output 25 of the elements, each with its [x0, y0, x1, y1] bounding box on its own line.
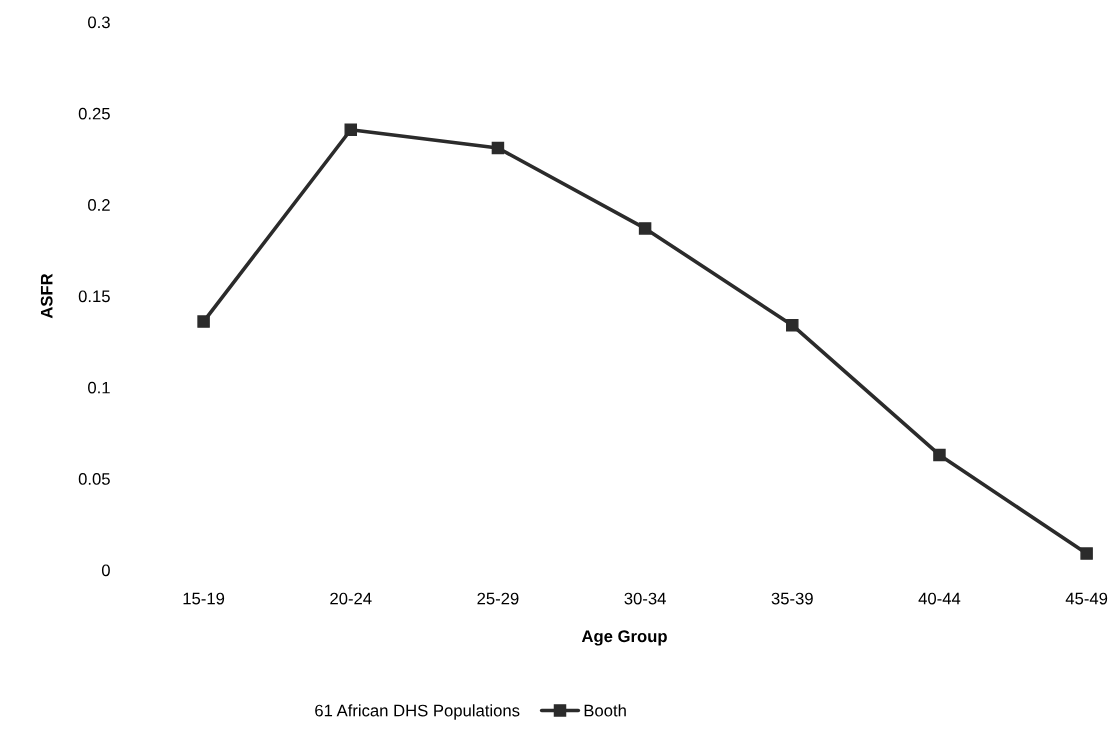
point — [197, 315, 210, 328]
y-tick-label: 0.3 — [88, 16, 110, 29]
x-tick-label: 20-24 — [330, 592, 372, 605]
point — [1080, 547, 1093, 560]
point — [344, 123, 358, 137]
x-tick-label: 40-44 — [918, 592, 961, 605]
x-tick-label: 25-29 — [477, 592, 519, 605]
y-tick-label: 0.15 — [78, 290, 110, 303]
y-tick-label: 0.05 — [78, 473, 110, 485]
x-tick-label: 15-19 — [183, 592, 225, 605]
y-tick-label: 0 — [101, 564, 110, 577]
point — [638, 222, 652, 235]
x-tick-label: 45-49 — [1065, 592, 1108, 605]
x-axis-title: Age Group — [581, 630, 667, 646]
y-tick-label: 0.2 — [88, 199, 110, 211]
point — [786, 318, 799, 332]
point — [933, 448, 946, 462]
y-tick-label: 0.25 — [78, 107, 110, 120]
point — [491, 141, 505, 155]
y-tick-label: 0.1 — [88, 381, 110, 394]
legend-label: Booth — [584, 704, 626, 717]
x-tick-label: 30-34 — [624, 592, 666, 605]
x-tick-label: 35-39 — [771, 592, 813, 605]
y-axis-title: ASFR — [40, 273, 53, 319]
text: 61 African DHS Populations — [315, 704, 520, 720]
